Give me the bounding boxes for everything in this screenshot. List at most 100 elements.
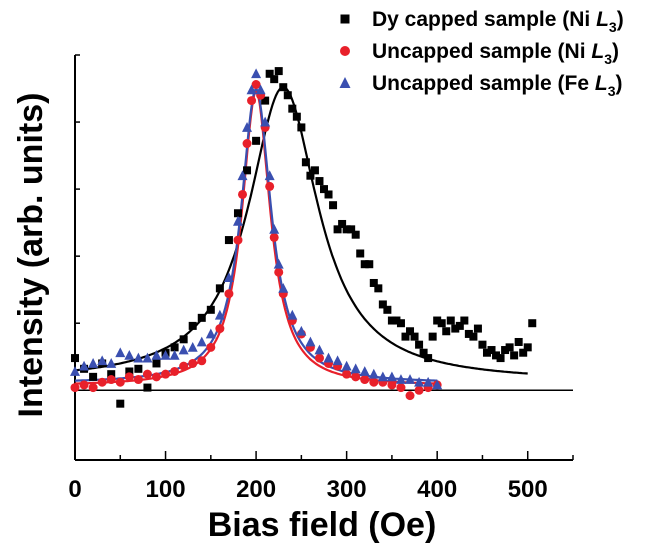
data-point-circle (188, 358, 198, 368)
data-point-square (424, 354, 433, 363)
y-axis-title: Intensity (arb. units) (12, 93, 50, 418)
fit-curve-0 (74, 86, 528, 375)
data-point-triangle (151, 349, 162, 360)
data-point-square (274, 67, 283, 76)
data-point-triangle (115, 347, 126, 358)
data-point-triangle (196, 336, 207, 347)
data-point-triangle (296, 325, 307, 336)
data-point-triangle (251, 68, 262, 79)
data-point-circle (238, 189, 248, 199)
data-point-square (89, 372, 98, 381)
axes (74, 54, 574, 461)
data-point-square (179, 335, 188, 344)
series-triangle (70, 68, 443, 390)
data-point-square (374, 284, 383, 293)
data-point-triangle (341, 360, 352, 371)
data-point-triangle (214, 309, 225, 320)
data-point-square (523, 343, 532, 352)
data-point-square (288, 104, 297, 113)
data-point-square (270, 75, 279, 84)
data-point-square (378, 300, 387, 309)
data-point-triangle (97, 355, 108, 366)
data-point-circle (161, 369, 171, 379)
data-point-square (152, 359, 161, 368)
data-point-triangle (160, 349, 171, 360)
data-point-triangle (133, 352, 144, 363)
data-point-square (356, 249, 365, 258)
data-point-square (387, 316, 396, 325)
data-point-triangle (246, 84, 257, 95)
data-point-triangle (386, 371, 397, 382)
data-point-square (197, 313, 206, 322)
data-markers (70, 67, 537, 408)
data-point-triangle (314, 344, 325, 355)
x-tick-label: 400 (417, 476, 457, 503)
data-point-square (243, 166, 252, 175)
data-point-circle (360, 375, 370, 385)
data-point-square (292, 112, 301, 121)
data-point-triangle (332, 355, 343, 366)
data-point-circle (265, 181, 275, 191)
legend-label-end: ) (616, 72, 623, 95)
data-point-square (315, 177, 324, 186)
series-circle (70, 80, 442, 401)
data-point-square (460, 316, 469, 325)
data-point-square (369, 278, 378, 287)
data-point-triangle (205, 328, 216, 339)
data-point-circle (247, 96, 257, 106)
data-point-triangle (187, 341, 198, 352)
data-point-square (71, 354, 79, 363)
data-point-triangle (323, 352, 334, 363)
data-point-circle (233, 235, 243, 245)
data-point-circle (106, 375, 116, 385)
data-point-square (347, 225, 356, 234)
legend-label-subscript: 3 (609, 19, 617, 35)
data-point-circle (224, 289, 234, 299)
data-point-square (320, 185, 328, 194)
data-point-triangle (106, 358, 117, 368)
data-point-square (492, 351, 501, 360)
data-point-triangle (395, 374, 406, 384)
data-point-square (392, 316, 401, 325)
x-tick-label: 100 (146, 476, 186, 503)
data-point-triangle (178, 344, 189, 355)
x-tick-label: 300 (327, 476, 367, 503)
data-point-circle (170, 366, 180, 376)
data-point-triangle (368, 368, 379, 379)
data-point-square (419, 348, 428, 357)
series-square (71, 67, 537, 408)
legend-label-subscript: 3 (604, 51, 612, 67)
data-point-circle (179, 361, 189, 371)
data-point-square (107, 370, 116, 379)
data-point-triangle (350, 363, 361, 374)
data-point-circle (269, 232, 279, 242)
data-point-triangle (287, 309, 298, 320)
data-point-triangle (377, 371, 388, 382)
data-point-circle (115, 377, 125, 387)
data-point-triangle (70, 366, 80, 376)
data-point-circle (251, 80, 261, 90)
data-point-circle (151, 372, 161, 382)
data-point-triangle (79, 360, 90, 371)
fit-curves (74, 86, 528, 385)
data-point-triangle (359, 366, 370, 376)
data-point-triangle (405, 374, 416, 384)
data-point-triangle (88, 358, 99, 368)
data-point-triangle (223, 272, 234, 283)
data-point-square (351, 230, 360, 239)
data-point-circle (124, 372, 134, 382)
data-point-triangle (242, 122, 253, 132)
data-point-triangle (432, 379, 443, 390)
data-point-triangle (124, 349, 135, 360)
data-point-square (188, 321, 197, 330)
data-point-triangle (273, 258, 284, 269)
data-point-circle (342, 369, 352, 379)
data-point-circle (274, 267, 284, 277)
data-point-square (215, 284, 224, 293)
legend-marker-triangle (339, 77, 351, 88)
data-point-square (283, 91, 292, 100)
data-point-square (342, 225, 351, 234)
data-point-square (116, 399, 125, 408)
data-point-circle (142, 369, 152, 379)
data-point-square (410, 332, 419, 341)
